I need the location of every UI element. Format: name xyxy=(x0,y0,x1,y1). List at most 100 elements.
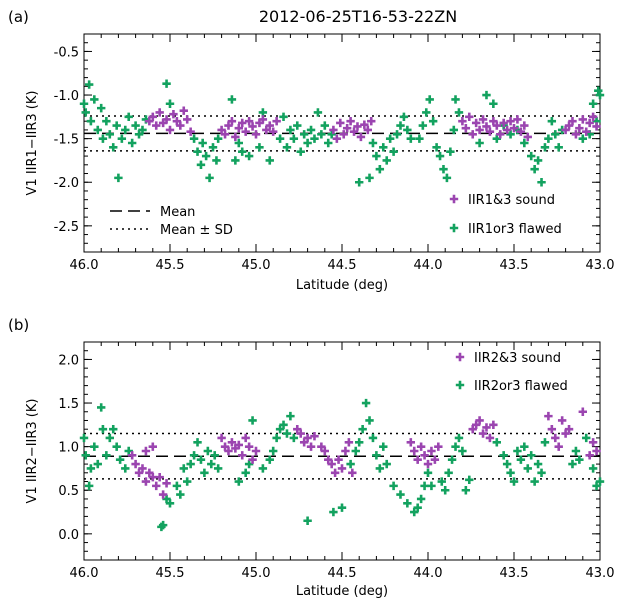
data-point xyxy=(342,123,352,133)
data-point xyxy=(530,477,539,486)
data-point xyxy=(138,464,147,473)
data-point xyxy=(148,112,157,122)
data-point xyxy=(389,147,398,156)
data-point xyxy=(217,433,226,443)
data-point xyxy=(196,160,206,169)
data-point xyxy=(382,156,391,165)
plus-marker xyxy=(449,194,459,204)
data-point xyxy=(489,117,498,126)
data-point xyxy=(269,446,278,456)
data-point xyxy=(361,398,371,408)
data-point xyxy=(90,442,99,451)
x-tick-label: 43.0 xyxy=(586,258,615,273)
data-point xyxy=(551,433,560,443)
data-point xyxy=(578,115,587,124)
data-point xyxy=(432,143,441,152)
legend-flawed-marker xyxy=(449,223,459,233)
data-point xyxy=(210,451,219,460)
data-point xyxy=(492,121,501,130)
data-point xyxy=(509,123,519,133)
data-point xyxy=(86,117,96,126)
data-point xyxy=(158,490,168,499)
data-point xyxy=(420,451,429,460)
data-point xyxy=(258,464,268,473)
data-point xyxy=(410,507,419,517)
x-tick-label: 45.0 xyxy=(242,566,271,581)
data-point xyxy=(212,156,221,165)
data-point xyxy=(165,499,175,508)
data-point xyxy=(396,121,405,130)
data-point xyxy=(231,132,240,142)
data-point xyxy=(396,490,405,499)
data-point xyxy=(475,125,484,135)
data-point xyxy=(592,481,601,491)
data-point xyxy=(427,446,436,456)
data-point xyxy=(442,173,452,183)
data-point xyxy=(446,147,455,156)
data-point xyxy=(234,477,243,486)
data-point xyxy=(244,117,254,126)
data-point xyxy=(155,108,164,117)
data-point xyxy=(468,425,477,434)
data-point xyxy=(327,130,336,139)
data-point xyxy=(516,127,526,136)
data-point xyxy=(430,455,440,464)
data-point xyxy=(437,477,446,486)
data-point xyxy=(251,446,261,456)
data-point xyxy=(363,125,372,135)
data-point xyxy=(102,451,111,460)
data-point xyxy=(406,438,415,447)
data-point xyxy=(385,134,395,143)
data-point xyxy=(594,86,603,95)
panel-b: (b) 46.0 45.5 45.0 44.5 44.0 43.5 43.0 2.0 1.5 1.… xyxy=(8,316,614,599)
x-tick-label: 45.0 xyxy=(242,258,271,273)
data-point xyxy=(224,121,233,130)
data-point xyxy=(310,431,319,441)
data-point xyxy=(217,125,226,135)
data-point xyxy=(224,446,233,456)
data-point xyxy=(93,125,102,135)
data-point xyxy=(186,459,195,469)
data-point xyxy=(248,416,257,425)
data-point xyxy=(547,425,557,434)
data-point xyxy=(183,115,192,124)
data-point xyxy=(134,130,144,139)
data-point xyxy=(588,99,598,108)
data-point xyxy=(121,125,130,135)
data-point xyxy=(575,123,584,133)
data-point xyxy=(213,464,223,473)
data-point xyxy=(502,125,512,135)
panel-b-series-legend: IIR2&3 sound IIR2or3 flawed xyxy=(455,351,568,394)
data-point xyxy=(348,468,357,477)
data-point xyxy=(186,127,195,136)
panel-b-y-axis-label: V1 IIR2−IIR3 (K) xyxy=(25,399,40,504)
data-point xyxy=(272,117,281,126)
data-point xyxy=(238,451,247,460)
y-tick-label: 2.0 xyxy=(58,353,79,368)
data-point xyxy=(205,173,214,183)
data-point xyxy=(330,468,340,477)
data-point xyxy=(485,127,495,136)
data-point xyxy=(418,121,428,130)
data-point xyxy=(102,117,111,126)
legend-sd-label: Mean ± SD xyxy=(160,223,233,238)
data-point xyxy=(554,143,563,152)
data-point xyxy=(523,464,532,473)
data-point xyxy=(286,125,295,135)
data-point xyxy=(428,117,438,126)
data-point xyxy=(165,125,175,135)
data-point xyxy=(98,134,108,143)
data-point xyxy=(84,80,94,89)
data-point xyxy=(336,118,345,128)
data-point xyxy=(502,459,512,469)
legend-sound-marker xyxy=(455,352,465,362)
data-point xyxy=(165,99,175,108)
data-point xyxy=(540,143,550,152)
data-point xyxy=(155,472,164,482)
data-point xyxy=(244,151,254,161)
data-point xyxy=(324,455,333,464)
data-point xyxy=(592,122,601,131)
data-point xyxy=(339,130,348,139)
data-point xyxy=(578,134,587,143)
panel-b-label: (b) xyxy=(8,316,29,334)
